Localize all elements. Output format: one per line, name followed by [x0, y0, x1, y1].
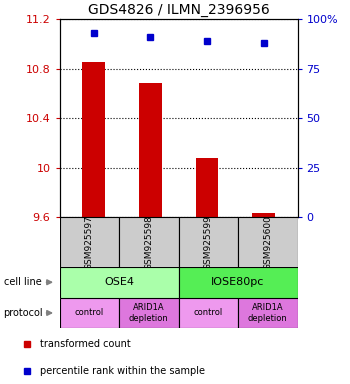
Bar [252, 213, 275, 217]
Text: IOSE80pc: IOSE80pc [211, 277, 265, 287]
Bar [178, 267, 298, 298]
Text: protocol: protocol [4, 308, 43, 318]
Text: OSE4: OSE4 [104, 277, 134, 287]
Text: ARID1A
depletion: ARID1A depletion [248, 303, 288, 323]
Text: control: control [75, 308, 104, 318]
Bar [196, 157, 218, 217]
Bar [60, 267, 178, 298]
Bar [238, 217, 298, 269]
Text: GSM925598: GSM925598 [144, 215, 153, 270]
Bar [119, 298, 178, 328]
Bar [139, 83, 161, 217]
Text: transformed count: transformed count [40, 339, 131, 349]
Text: percentile rank within the sample: percentile rank within the sample [40, 366, 205, 376]
Bar [119, 217, 178, 269]
Text: GSM925600: GSM925600 [263, 215, 272, 270]
Text: control: control [194, 308, 223, 318]
Text: GSM925599: GSM925599 [204, 215, 213, 270]
Title: GDS4826 / ILMN_2396956: GDS4826 / ILMN_2396956 [88, 3, 270, 17]
Bar [82, 63, 105, 217]
Text: cell line: cell line [4, 277, 41, 287]
Text: ARID1A
depletion: ARID1A depletion [129, 303, 169, 323]
Bar [178, 298, 238, 328]
Bar [60, 298, 119, 328]
Text: GSM925597: GSM925597 [85, 215, 94, 270]
Bar [60, 217, 119, 269]
Bar [238, 298, 298, 328]
Bar [178, 217, 238, 269]
